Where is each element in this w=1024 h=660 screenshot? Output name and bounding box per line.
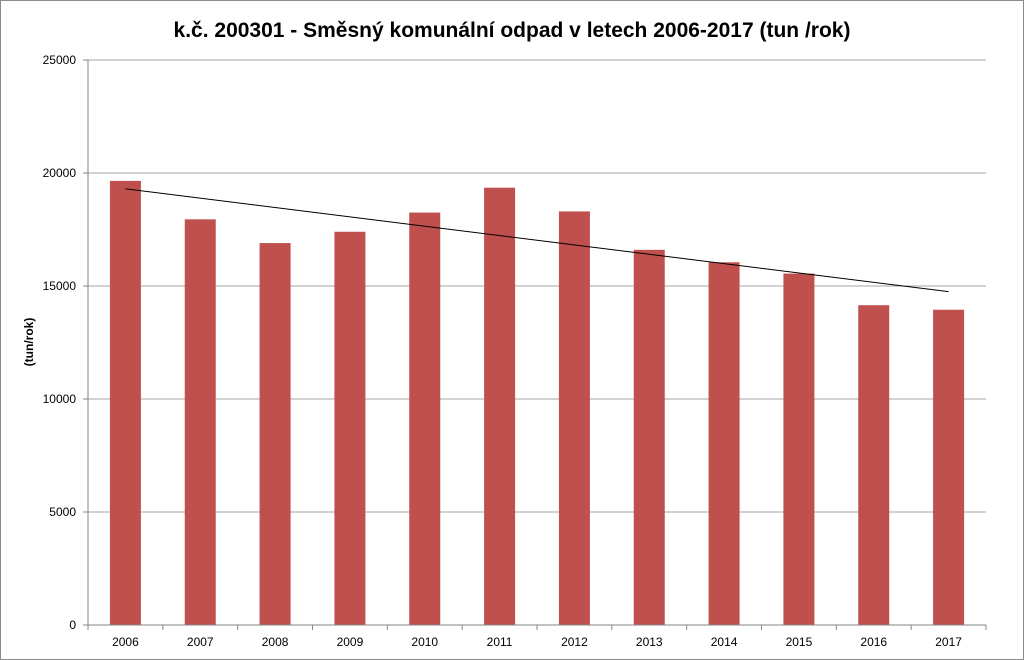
bar-2016 (858, 305, 890, 625)
bar-2010 (409, 212, 441, 626)
x-tick-label: 2010 (411, 635, 438, 649)
x-tick-label: 2006 (112, 635, 139, 649)
x-tick-label: 2011 (487, 635, 513, 649)
y-axis-label: (tun/rok) (22, 318, 36, 367)
bar-2013 (633, 249, 665, 625)
x-tick-label: 2015 (786, 635, 813, 649)
bar-2017 (933, 309, 965, 625)
bar-2009 (334, 231, 366, 625)
bar-2012 (558, 211, 590, 626)
gridlines (88, 59, 986, 513)
tick-labels: 0 5000 10000 15000 20000 25000 2006 2007 2008 200… (43, 53, 963, 649)
trendline-layer (125, 188, 949, 293)
bar-2014 (708, 262, 740, 625)
x-tick-label: 2012 (561, 635, 588, 649)
x-tick-label: 2009 (337, 635, 364, 649)
y-tick-label: 5000 (49, 505, 76, 519)
bar-2008 (259, 243, 291, 625)
x-tick-label: 2007 (187, 635, 214, 649)
axes (83, 59, 987, 630)
y-tick-label: 15000 (43, 279, 77, 293)
y-tick-label: 0 (69, 618, 76, 632)
bars (109, 180, 965, 626)
y-tick-label: 20000 (43, 166, 77, 180)
x-tick-label: 2008 (262, 635, 289, 649)
y-tick-label: 25000 (43, 53, 77, 67)
bar-2007 (184, 219, 216, 625)
bar-2015 (783, 273, 815, 625)
x-tick-label: 2014 (711, 635, 738, 649)
x-tick-label: 2016 (860, 635, 887, 649)
x-tick-label: 2017 (935, 635, 962, 649)
y-tick-label: 10000 (43, 392, 77, 406)
trendline (125, 188, 949, 293)
x-tick-label: 2013 (636, 635, 663, 649)
bar-2011 (484, 187, 516, 625)
bar-2006 (109, 180, 141, 625)
chart-title: k.č. 200301 - Směsný komunální odpad v l… (174, 19, 851, 42)
